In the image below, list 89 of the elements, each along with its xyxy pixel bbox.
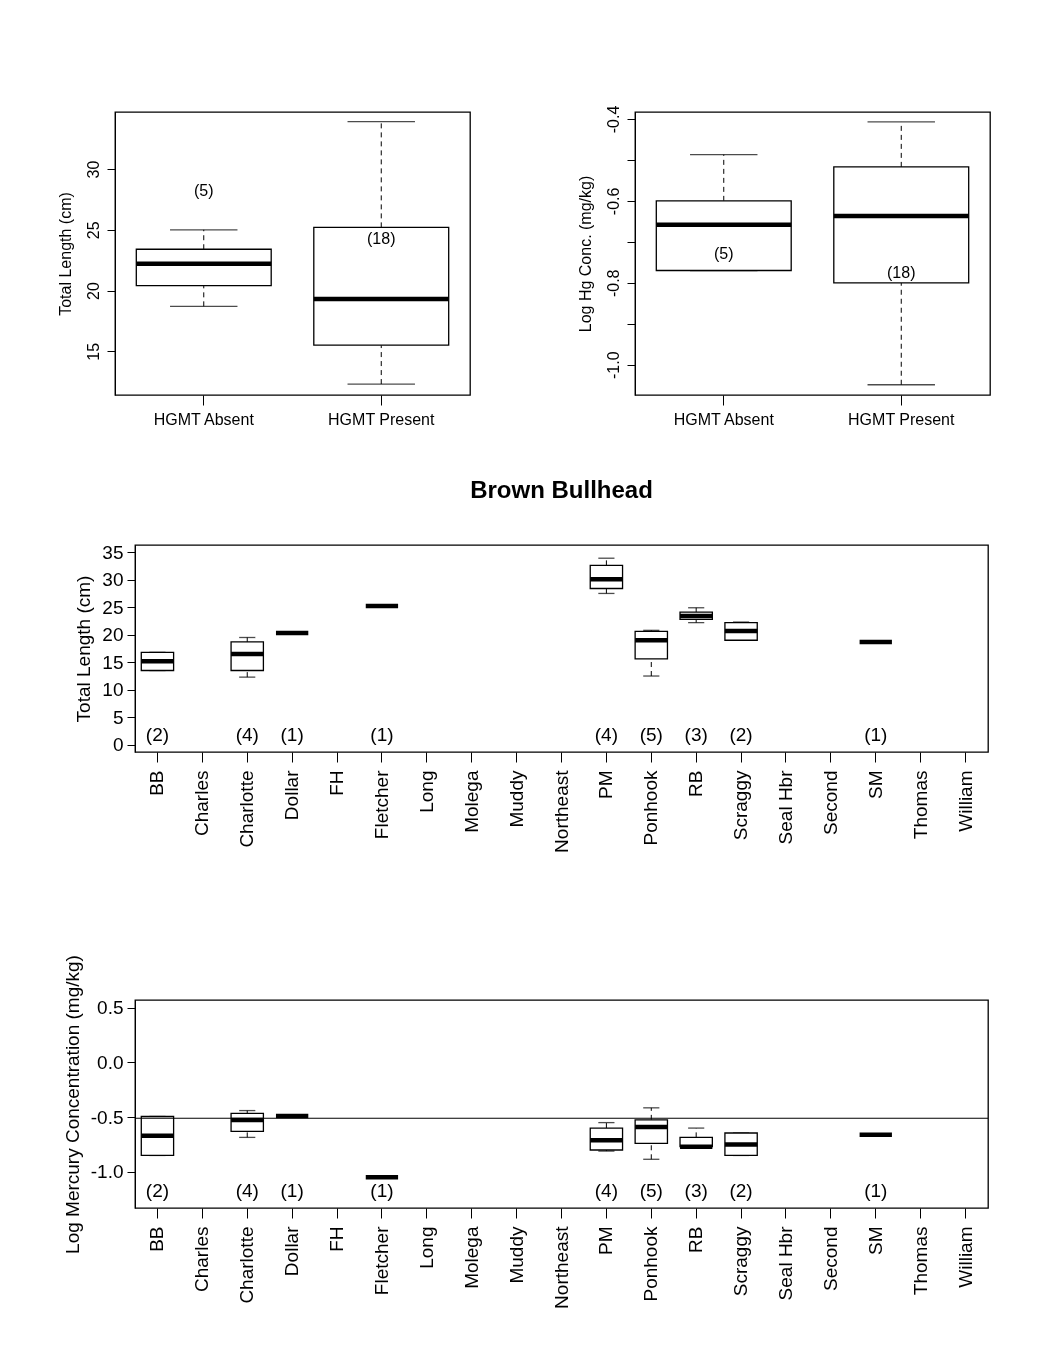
annotation: (2) <box>729 724 753 746</box>
x-tick-label: RB <box>685 770 707 797</box>
x-tick-label: FH <box>326 770 348 796</box>
x-tick-label: Ponhook <box>640 1226 662 1302</box>
annotation: (2) <box>729 1180 753 1202</box>
x-tick-label: Charles <box>191 770 213 836</box>
x-tick-label: Scraggy <box>730 770 752 841</box>
x-tick-label: Muddy <box>505 1226 527 1284</box>
y-tick-label: 15 <box>102 651 124 673</box>
annotation: (1) <box>864 1180 888 1202</box>
x-tick-label: BB <box>146 770 168 796</box>
annotation: (1) <box>370 1180 394 1202</box>
y-tick-label: -0.5 <box>90 1106 124 1128</box>
y-tick-label: 0 <box>112 734 124 756</box>
x-tick-label: Charlotte <box>236 770 258 848</box>
x-tick-label: Second <box>819 1226 841 1291</box>
y-tick-label: 35 <box>102 541 124 563</box>
annotation: (18) <box>367 230 396 248</box>
y-axis-title: Log Mercury Concentration (mg/kg) <box>61 955 83 1254</box>
x-tick-label: Second <box>819 770 841 835</box>
annotation: (18) <box>887 264 916 282</box>
x-tick-label: William <box>954 1226 976 1288</box>
y-tick-label: 30 <box>84 160 102 179</box>
annotation: (3) <box>684 724 708 746</box>
x-tick-label: Seal Hbr <box>774 1225 796 1301</box>
x-tick-label: Muddy <box>505 770 527 828</box>
annotation: (5) <box>713 244 734 262</box>
y-tick-label: 0.0 <box>97 1051 124 1073</box>
x-tick-label: William <box>954 770 976 832</box>
x-tick-label: Dollar <box>281 1225 303 1277</box>
y-tick-label: 20 <box>84 282 102 300</box>
x-tick-label: Molega <box>460 770 482 833</box>
x-tick-label: Thomas <box>909 1226 931 1296</box>
annotation: (1) <box>280 724 304 746</box>
x-tick-label: FH <box>326 1226 348 1252</box>
x-tick-label: Seal Hbr <box>774 769 796 845</box>
y-tick-label: 10 <box>102 679 124 701</box>
y-axis-title: Log Hg Conc. (mg/kg) <box>576 175 594 333</box>
annotation: (1) <box>280 1180 304 1202</box>
y-axis-title: Total Length (cm) <box>73 575 95 723</box>
x-tick-label: Scraggy <box>730 1226 752 1297</box>
y-tick-label: 15 <box>84 342 102 361</box>
annotation: (4) <box>235 724 259 746</box>
x-tick-label: HGMT Absent <box>673 410 775 428</box>
y-tick-label: -0.8 <box>604 269 622 298</box>
chart-title: Brown Bullhead <box>470 476 653 504</box>
annotation: (3) <box>684 1180 708 1202</box>
x-tick-label: Long <box>415 770 437 813</box>
y-tick-label: 25 <box>84 221 102 240</box>
x-tick-label: Molega <box>460 1226 482 1289</box>
x-tick-label: SM <box>864 770 886 799</box>
x-tick-label: HGMT Present <box>848 410 955 428</box>
y-tick-label: -0.6 <box>604 187 622 216</box>
y-tick-label: -1.0 <box>90 1161 124 1183</box>
y-tick-label: -1.0 <box>604 351 622 379</box>
y-tick-label: 0.5 <box>97 997 124 1019</box>
annotation: (4) <box>594 724 619 746</box>
y-tick-label: 20 <box>102 624 124 646</box>
x-tick-label: HGMT Present <box>328 410 435 428</box>
x-tick-label: Northeast <box>550 1225 572 1309</box>
x-tick-label: Charles <box>191 1226 213 1292</box>
y-tick-label: 25 <box>102 596 124 618</box>
x-tick-label: Thomas <box>909 770 931 840</box>
annotation: (5) <box>639 724 663 746</box>
y-axis-title: Total Length (cm) <box>56 192 74 316</box>
y-tick-label: -0.4 <box>604 105 622 134</box>
annotation: (4) <box>235 1180 259 1202</box>
x-tick-label: Northeast <box>550 769 572 853</box>
x-tick-label: Charlotte <box>236 1226 258 1304</box>
annotation: (1) <box>864 724 888 746</box>
annotation: (5) <box>639 1180 663 1202</box>
x-tick-label: PM <box>595 770 617 799</box>
x-tick-label: SM <box>864 1226 886 1255</box>
annotation: (1) <box>370 724 394 746</box>
annotation: (4) <box>594 1180 619 1202</box>
x-tick-label: Fletcher <box>370 1225 392 1296</box>
y-tick-label: 30 <box>102 569 124 591</box>
annotation: (2) <box>145 1180 170 1202</box>
x-tick-label: PM <box>595 1226 617 1255</box>
x-tick-label: Dollar <box>281 769 303 821</box>
x-tick-label: Ponhook <box>640 770 662 846</box>
x-tick-label: Fletcher <box>370 769 392 840</box>
x-tick-label: BB <box>146 1226 168 1252</box>
annotation: (2) <box>145 724 170 746</box>
annotation: (5) <box>193 182 214 200</box>
x-tick-label: HGMT Absent <box>153 410 255 428</box>
x-tick-label: Long <box>415 1226 437 1269</box>
x-tick-label: RB <box>685 1226 707 1253</box>
y-tick-label: 5 <box>112 706 124 728</box>
